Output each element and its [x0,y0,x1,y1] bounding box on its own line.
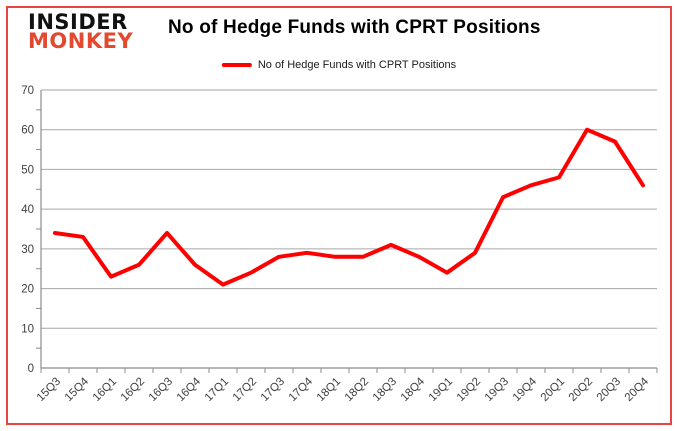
x-tick-label: 17Q3 [259,376,287,404]
y-tick-label: 0 [28,363,34,375]
legend-label: No of Hedge Funds with CPRT Positions [257,59,457,71]
y-tick-label: 70 [21,85,34,97]
y-tick-label: 50 [21,164,34,176]
x-tick-label: 17Q2 [231,376,259,404]
x-tick-label: 18Q1 [315,376,343,404]
series-line [53,127,645,287]
y-tick-label: 60 [21,125,34,137]
x-tick-label: 19Q4 [511,375,540,404]
logo-insider: INSIDER [28,10,128,34]
x-tick-label: 19Q1 [427,376,455,404]
x-tick-label: 20Q3 [595,376,623,404]
chart-title: No of Hedge Funds with CPRT Positions [168,17,541,38]
y-tick-label: 40 [21,204,34,216]
x-tick-label: 15Q3 [35,376,63,404]
x-tick-label: 18Q2 [343,376,371,404]
y-tick-label: 10 [21,323,34,335]
x-tick-label: 16Q2 [119,376,147,404]
legend-line-swatch [221,62,252,68]
y-tick-label: 30 [21,244,34,256]
x-tick-label: 18Q4 [399,375,428,404]
x-tick-label: 19Q2 [455,376,483,404]
x-tick-label: 20Q2 [567,376,595,404]
insider-monkey-logo: INSIDER MONKEY [28,10,134,54]
x-tick-label: 16Q4 [175,375,204,404]
x-tick-label: 18Q3 [371,376,399,404]
legend: No of Hedge Funds with CPRT Positions [221,59,457,71]
logo-monkey: MONKEY [28,29,134,54]
x-tick-label: 19Q3 [483,376,511,404]
x-tick-label: 15Q4 [63,375,92,404]
x-tick-label: 16Q1 [91,376,119,404]
x-tick-label: 20Q4 [623,375,652,404]
x-tick-label: 20Q1 [539,376,567,404]
x-tick-label: 17Q1 [203,376,231,404]
x-tick-label: 16Q3 [147,376,175,404]
y-tick-label: 20 [21,284,34,296]
x-tick-label: 17Q4 [287,375,316,404]
